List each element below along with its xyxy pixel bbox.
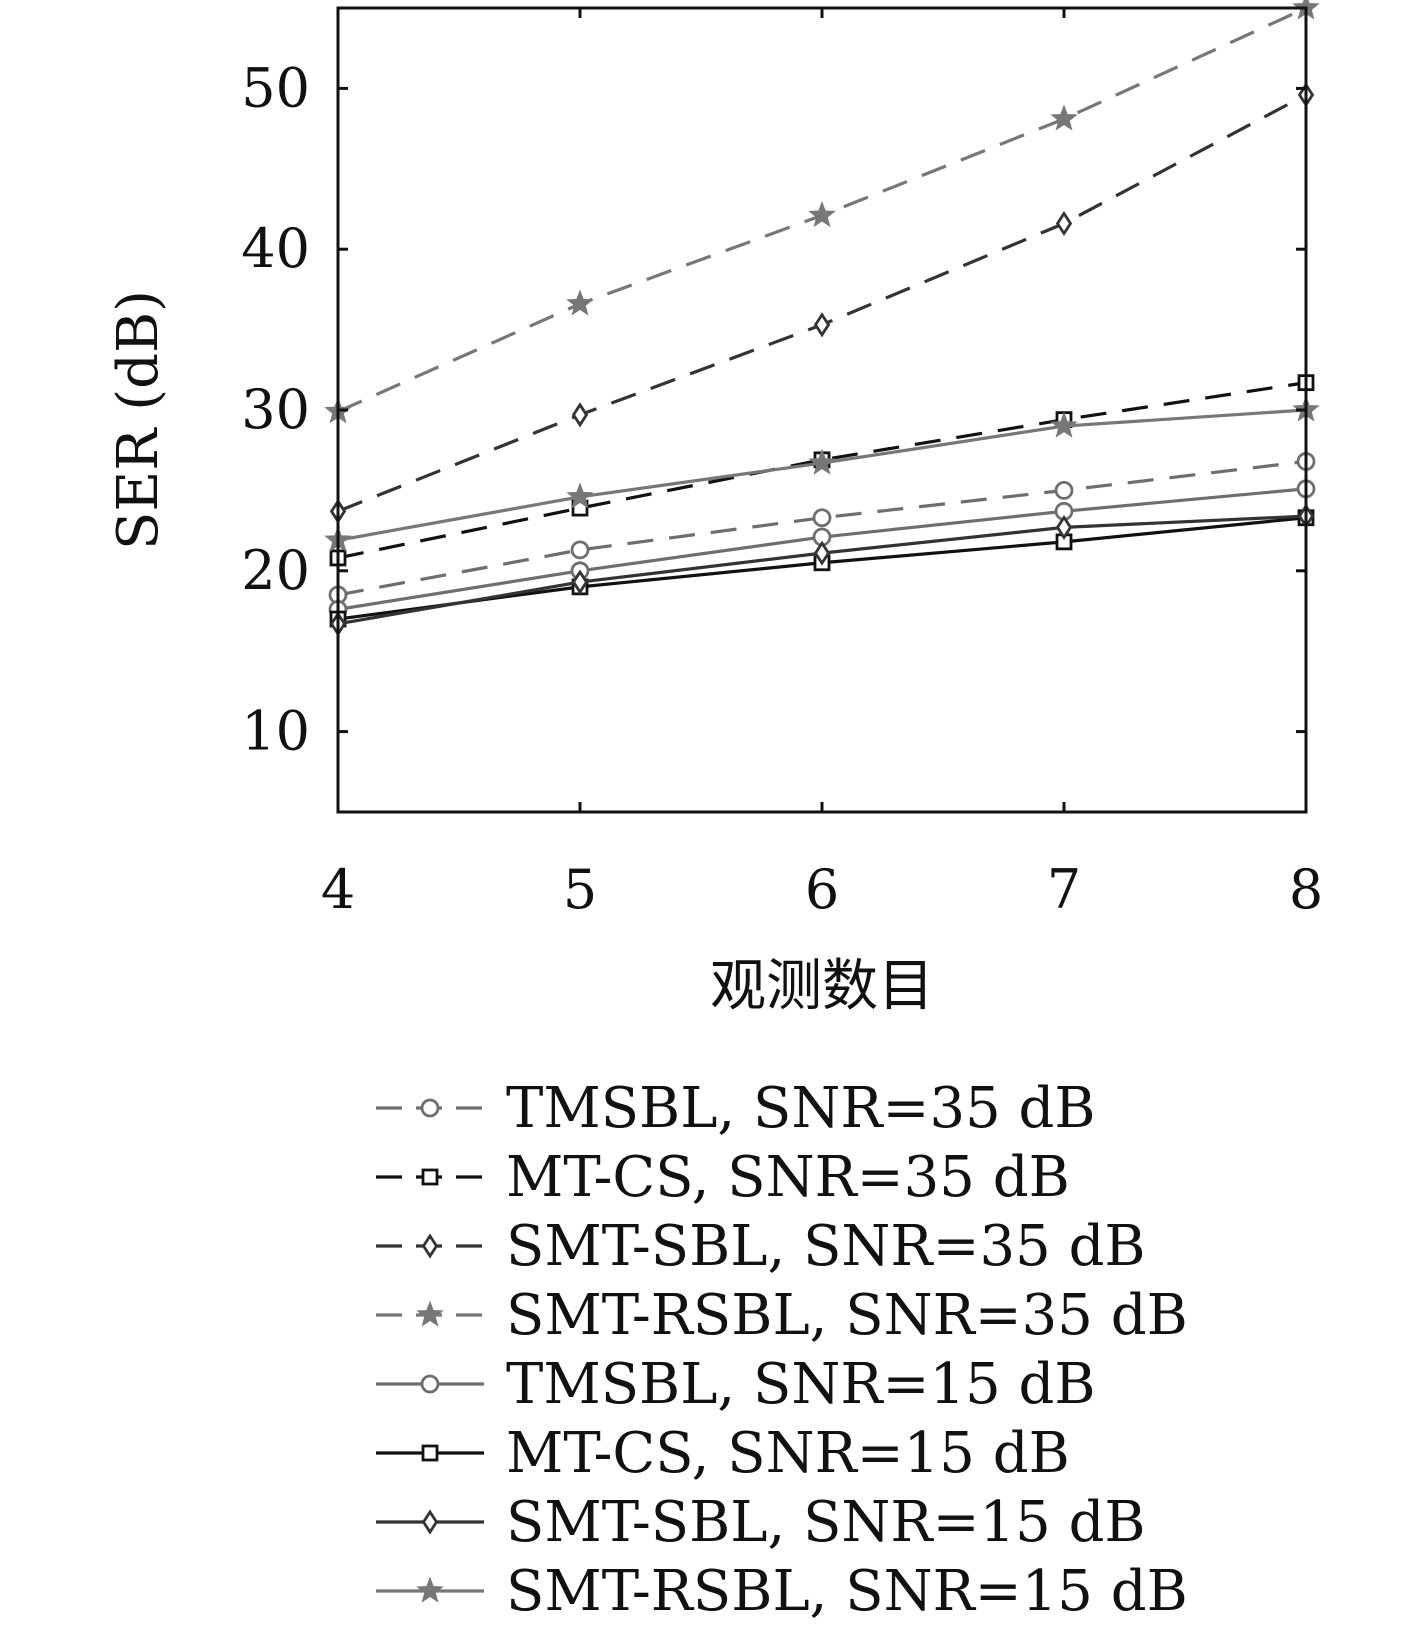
data-point [812,508,832,528]
data-point [1050,104,1078,131]
data-point [1055,514,1073,540]
series-3 [329,82,1315,524]
data-point [566,482,594,509]
legend-entry: SMT-SBL, SNR=35 dB [376,1214,1146,1279]
x-tick-label: 4 [321,858,355,921]
legend-entry: MT-CS, SNR=15 dB [376,1421,1070,1486]
legend-marker [421,1233,439,1259]
x-tick-label: 5 [563,858,597,921]
legend-marker [421,1444,439,1462]
y-axis-label: SER (dB) [106,290,171,550]
legend-marker [416,1300,444,1327]
data-point [571,402,589,428]
legend-entry: MT-CS, SNR=35 dB [376,1145,1070,1210]
data-point [808,448,836,475]
legend-label: SMT-SBL, SNR=35 dB [506,1214,1146,1279]
legend-marker [421,1509,439,1535]
legend-marker [420,1374,440,1394]
legend-marker [416,1576,444,1603]
x-tick-label: 6 [805,858,839,921]
y-tick-label: 50 [241,56,310,119]
series-line [337,381,1307,560]
legend-marker [421,1168,439,1186]
x-tick-label: 8 [1289,858,1323,921]
legend-label: SMT-RSBL, SNR=15 dB [506,1559,1188,1624]
data-point [571,569,589,595]
data-point [1055,210,1073,237]
data-point [1054,480,1074,500]
series-line [337,459,1307,597]
axis-layer: 10 20 30 40 50 4 5 6 7 8 [241,6,1323,921]
series-7 [329,503,1315,637]
x-tick-label: 7 [1047,858,1081,921]
x-axis-label: 观测数目 [710,954,934,1019]
plot-area [338,8,1306,812]
plot-background [338,8,1306,812]
legend-entry: TMSBL, SNR=15 dB [376,1352,1096,1417]
data-point [566,289,594,316]
y-tick-label: 10 [241,700,310,763]
legend-label: SMT-SBL, SNR=15 dB [506,1490,1146,1555]
legend-entry: SMT-SBL, SNR=15 dB [376,1490,1146,1555]
data-point [813,540,831,566]
legend-label: MT-CS, SNR=35 dB [506,1145,1070,1210]
legend-entry: SMT-RSBL, SNR=35 dB [376,1283,1188,1348]
y-tick-label: 30 [241,378,310,441]
data-point [1050,411,1078,438]
legend-entry: SMT-RSBL, SNR=15 dB [376,1559,1188,1624]
data-point [813,312,831,338]
data-point [570,540,590,560]
y-tick-label: 20 [241,539,310,602]
legend-label: MT-CS, SNR=15 dB [506,1421,1070,1486]
data-point [808,201,836,228]
y-tick-label: 40 [241,217,310,280]
legend-label: SMT-RSBL, SNR=35 dB [506,1283,1188,1348]
legend-label: TMSBL, SNR=15 dB [506,1352,1096,1417]
legend-entry: TMSBL, SNR=35 dB [376,1076,1096,1141]
legend-label: TMSBL, SNR=35 dB [506,1076,1096,1141]
legend-marker [420,1098,440,1118]
